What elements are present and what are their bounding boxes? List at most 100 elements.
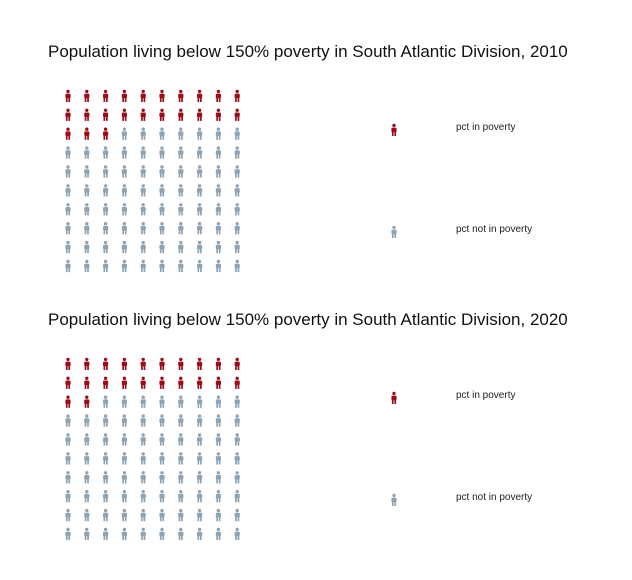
person-icon	[234, 376, 240, 389]
legend-label: pct in poverty	[456, 122, 516, 133]
person-icon	[159, 452, 165, 465]
person-icon	[159, 89, 165, 102]
person-icon	[65, 452, 71, 465]
person-icon	[178, 414, 184, 427]
person-icon	[159, 240, 165, 254]
person-icon	[178, 222, 184, 235]
waffle-chart-2010: Population living below 150% poverty in …	[0, 42, 632, 312]
person-icon	[178, 146, 184, 159]
person-icon	[234, 452, 240, 465]
person-icon	[234, 433, 240, 446]
person-icon	[215, 127, 221, 140]
person-icon	[234, 203, 240, 216]
person-icon	[65, 89, 71, 102]
person-icon	[197, 203, 203, 216]
person-icon	[140, 203, 146, 216]
person-icon	[103, 259, 109, 273]
person-icon	[140, 108, 146, 121]
person-icon	[391, 225, 397, 238]
person-icon	[197, 222, 203, 235]
person-icon	[140, 240, 146, 254]
person-icon	[65, 165, 71, 178]
person-icon	[140, 146, 146, 159]
person-icon	[103, 471, 109, 484]
person-icon	[121, 165, 127, 178]
legend-label: pct not in poverty	[456, 492, 533, 503]
person-icon	[234, 471, 240, 484]
person-icon	[197, 527, 203, 541]
waffle-grid	[65, 89, 240, 273]
person-icon	[159, 108, 165, 121]
person-icon	[84, 259, 90, 273]
person-icon	[178, 527, 184, 541]
person-icon	[178, 240, 184, 254]
legend-label: pct not in poverty	[456, 224, 533, 235]
person-icon	[121, 108, 127, 121]
person-icon	[103, 203, 109, 216]
person-icon	[84, 357, 90, 370]
person-icon	[65, 490, 71, 503]
person-icon	[65, 240, 71, 254]
person-icon	[121, 414, 127, 427]
person-icon	[103, 146, 109, 159]
person-icon	[121, 395, 127, 408]
person-icon	[197, 146, 203, 159]
person-icon	[121, 527, 127, 541]
person-icon	[215, 108, 221, 121]
person-icon	[178, 452, 184, 465]
person-icon	[234, 165, 240, 178]
person-icon	[84, 490, 90, 503]
waffle-chart-2020: Population living below 150% poverty in …	[0, 310, 632, 580]
person-icon	[103, 357, 109, 370]
person-icon	[84, 376, 90, 389]
person-icon	[84, 184, 90, 197]
person-icon	[140, 357, 146, 370]
person-icon	[178, 89, 184, 102]
person-icon	[197, 184, 203, 197]
person-icon	[215, 357, 221, 370]
person-icon	[65, 414, 71, 427]
person-icon	[234, 89, 240, 102]
person-icon	[140, 471, 146, 484]
person-icon	[65, 146, 71, 159]
person-icon	[84, 203, 90, 216]
person-icon	[140, 165, 146, 178]
person-icon	[65, 259, 71, 273]
person-icon	[140, 222, 146, 235]
person-icon	[197, 127, 203, 140]
person-icon	[84, 508, 90, 522]
person-icon	[140, 89, 146, 102]
person-icon	[197, 452, 203, 465]
person-icon	[121, 433, 127, 446]
person-icon	[103, 395, 109, 408]
person-icon	[103, 108, 109, 121]
person-icon	[84, 433, 90, 446]
person-icon	[84, 127, 90, 140]
person-icon	[215, 222, 221, 235]
person-icon	[121, 222, 127, 235]
person-icon	[178, 471, 184, 484]
person-icon	[197, 259, 203, 273]
person-icon	[103, 222, 109, 235]
person-icon	[234, 222, 240, 235]
person-icon	[234, 395, 240, 408]
person-icon	[178, 376, 184, 389]
person-icon	[159, 376, 165, 389]
person-icon	[178, 203, 184, 216]
person-icon	[121, 127, 127, 140]
person-icon	[234, 527, 240, 541]
person-icon	[121, 240, 127, 254]
person-icon	[159, 127, 165, 140]
person-icon	[159, 184, 165, 197]
person-icon	[121, 184, 127, 197]
person-icon	[391, 123, 397, 136]
person-icon	[140, 508, 146, 522]
person-icon	[84, 527, 90, 541]
person-icon	[197, 414, 203, 427]
person-icon	[234, 146, 240, 159]
person-icon	[197, 357, 203, 370]
chart-title: Population living below 150% poverty in …	[48, 310, 568, 329]
person-icon	[121, 452, 127, 465]
person-icon	[65, 357, 71, 370]
person-icon	[103, 240, 109, 254]
